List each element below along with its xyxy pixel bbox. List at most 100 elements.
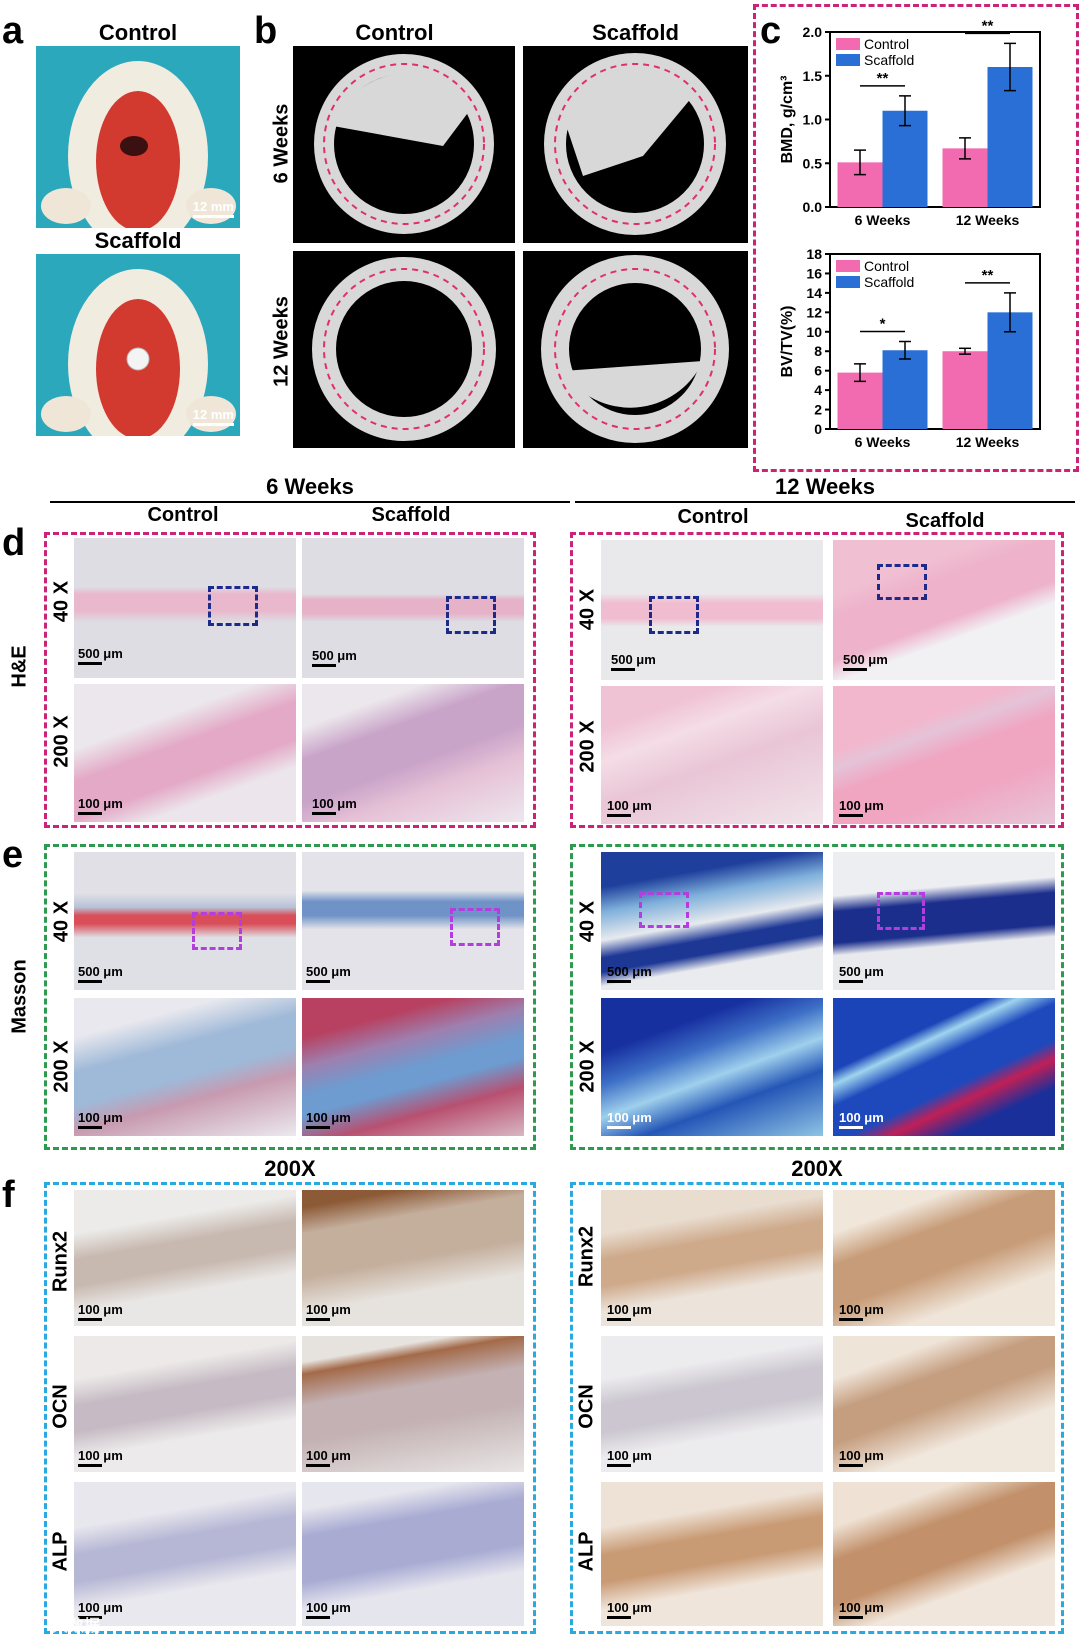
histo-header-line-6w xyxy=(50,501,570,503)
rat-photo-control-drawing xyxy=(41,61,236,228)
legend-swatch-scaffold xyxy=(836,54,860,66)
y-tick-label: 1.5 xyxy=(803,68,823,84)
ct-col-scaffold: Scaffold xyxy=(592,20,679,45)
panel-label-f: f xyxy=(2,1174,15,1216)
masson-200x-scaffold-12w: 100 μm xyxy=(833,998,1055,1136)
ihc-frame-12w xyxy=(570,1182,1064,1634)
he-zoom-box xyxy=(208,586,258,626)
y-tick-label: 14 xyxy=(806,285,822,301)
masson-zoom-box xyxy=(192,912,242,950)
he-200x-scaffold-12w: 100 μm xyxy=(833,686,1055,824)
histo-header-12-weeks: 12 Weeks xyxy=(775,474,875,499)
masson-zoom-box xyxy=(639,892,689,928)
scale-100: 100 μm xyxy=(607,1448,652,1467)
stain-label-he: H&E xyxy=(8,645,31,688)
he-frame-6w xyxy=(44,532,536,828)
he-40x-control-12w: 500 μm xyxy=(601,540,823,680)
legend-label-control: Control xyxy=(864,258,909,274)
scale-100: 100 μm xyxy=(306,1448,351,1467)
histo-header-6-weeks: 6 Weeks xyxy=(266,474,354,499)
scale-100: 100 μm xyxy=(78,1302,123,1321)
y-tick-label: 2 xyxy=(814,402,822,418)
scale-100: 100 μm xyxy=(607,1110,652,1129)
bar-scaffold xyxy=(882,110,928,207)
ihc-alp-scaffold-12w: 100 μm xyxy=(833,1482,1055,1626)
masson-frame-6w xyxy=(44,844,536,1150)
masson-40x-scaffold-12w: 500 μm xyxy=(833,852,1055,990)
scale-500: 500 μm xyxy=(306,964,351,983)
masson-40x-control-6w: 500 μm xyxy=(74,852,296,990)
microct-control-6w xyxy=(293,46,515,243)
rat-photo-scaffold: 12 mm xyxy=(36,254,240,436)
y-tick-label: 12 xyxy=(806,304,822,320)
ihc-alp-control-12w: 100 μm xyxy=(601,1482,823,1626)
significance-label: * xyxy=(880,316,886,333)
legend-label-scaffold: Scaffold xyxy=(864,274,914,290)
significance-label: ** xyxy=(982,20,994,34)
masson-40x-control-12w: 500 μm xyxy=(601,852,823,990)
y-tick-label: 8 xyxy=(814,343,822,359)
ihc-mag-left: 200X xyxy=(264,1156,316,1181)
microct-ring-control-12w xyxy=(312,257,496,441)
y-tick-label: 0 xyxy=(814,421,822,437)
x-tick-label: 12 Weeks xyxy=(956,434,1020,450)
ihc-mag-right: 200X xyxy=(791,1156,843,1181)
y-tick-label: 10 xyxy=(806,324,822,340)
scale-100: 100 μm xyxy=(306,1302,351,1321)
he-zoom-box xyxy=(446,596,496,634)
panel-label-d: d xyxy=(2,522,26,564)
he-zoom-box xyxy=(877,564,927,600)
ihc-runx2-scaffold-6w: 100 μm xyxy=(302,1190,524,1326)
he-frame-12w xyxy=(570,532,1064,828)
masson-40x-scaffold-6w: 500 μm xyxy=(302,852,524,990)
microct-scaffold-6w xyxy=(523,46,748,243)
y-tick-label: 4 xyxy=(814,382,822,398)
ct-col-control: Control xyxy=(355,20,434,45)
he-200x-control-12w: 100 μm xyxy=(601,686,823,824)
legend-swatch-control xyxy=(836,260,860,272)
panel-label-b: b xyxy=(254,10,278,52)
photo-control-title: Control xyxy=(98,20,178,45)
he-200x-control-6w: 100 μm xyxy=(74,684,296,822)
masson-mag-200-6w: 200 X xyxy=(50,1040,73,1093)
x-tick-label: 6 Weeks xyxy=(855,212,911,228)
bar-control xyxy=(942,351,988,429)
y-tick-label: 18 xyxy=(806,246,822,262)
ct-row-6-weeks: 6 Weeks xyxy=(270,103,293,184)
x-tick-label: 6 Weeks xyxy=(855,434,911,450)
rat-photo-control: 12 mm xyxy=(36,46,240,228)
significance-label: ** xyxy=(982,267,994,284)
scale-100: 100 μm xyxy=(839,1302,884,1321)
photo-scaffold-title: Scaffold xyxy=(94,228,182,253)
ihc-label-runx2-right: Runx2 xyxy=(575,1225,598,1288)
panel-label-c: c xyxy=(760,10,782,52)
d-col-control-12w: Control xyxy=(677,506,749,528)
panel-label-a: a xyxy=(2,10,24,52)
masson-zoom-box xyxy=(877,892,925,930)
ihc-label-ocn-left: OCN xyxy=(49,1384,72,1429)
scale-bar-control: 12 mm xyxy=(192,199,234,218)
he-40x-scaffold-12w: 500 μm xyxy=(833,540,1055,680)
significance-label: ** xyxy=(877,70,889,87)
y-tick-label: 6 xyxy=(814,363,822,379)
ihc-alp-control-6w: 100 μm xyxy=(74,1482,296,1626)
y-tick-label: 16 xyxy=(806,265,822,281)
scale-100: 100 μm xyxy=(78,1448,123,1467)
scale-500: 500 μm xyxy=(78,964,123,983)
panel-label-e: e xyxy=(2,834,24,876)
he-mag-200-12w: 200 X xyxy=(576,720,599,773)
legend-label-scaffold: Scaffold xyxy=(864,52,914,68)
y-tick-label: 0.0 xyxy=(803,199,823,215)
ihc-alp-scaffold-6w: 100 μm xyxy=(302,1482,524,1626)
masson-mag-40-6w: 40 X xyxy=(50,900,73,943)
legend-swatch-scaffold xyxy=(836,276,860,288)
ihc-label-alp-left: ALP xyxy=(49,1531,72,1572)
masson-200x-scaffold-6w: 100 μm xyxy=(302,998,524,1136)
histo-header-line-12w xyxy=(575,501,1075,503)
scale-100: 100 μm xyxy=(78,1110,123,1129)
scale-500: 500 μm xyxy=(78,646,123,665)
scale-100: 100 μm xyxy=(312,796,357,815)
scale-100: 100 μm xyxy=(607,1600,652,1619)
he-zoom-box xyxy=(649,596,699,634)
he-mag-200-6w: 200 X xyxy=(50,715,73,768)
